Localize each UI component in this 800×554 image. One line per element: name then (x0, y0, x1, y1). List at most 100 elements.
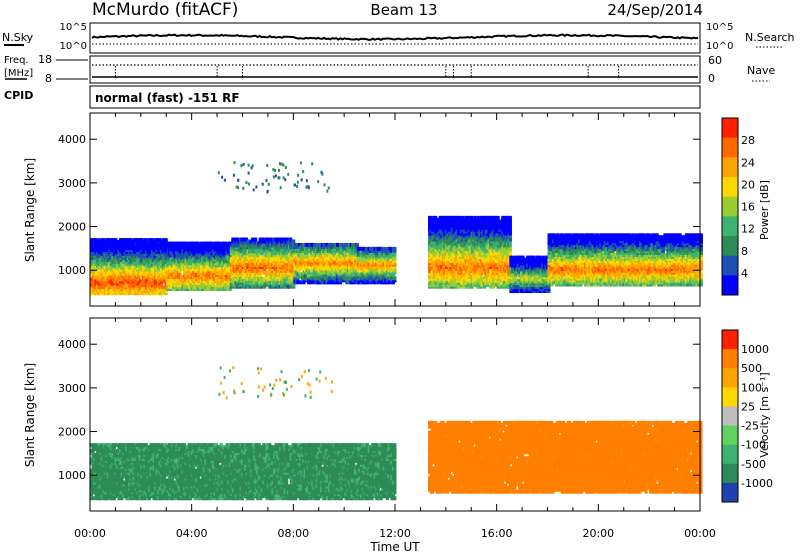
power-cell (252, 237, 256, 242)
power-cell (277, 255, 281, 260)
power-cell (472, 276, 476, 281)
power-cell (475, 265, 479, 270)
power-cell (487, 219, 491, 224)
power-cell (161, 289, 165, 294)
power-cell (272, 274, 276, 279)
power-cell (329, 242, 333, 247)
power-cell (215, 267, 219, 272)
power-cell (167, 261, 171, 266)
power-cell (207, 265, 211, 270)
power-cell (164, 255, 168, 260)
power-cell (108, 269, 112, 274)
power-cell (198, 278, 202, 283)
power-cell (458, 263, 462, 268)
power-cell (170, 278, 174, 283)
power-cell (460, 266, 464, 271)
power-cell (293, 254, 297, 259)
power-cell (326, 278, 330, 283)
power-cell (457, 257, 461, 262)
power-cell (299, 244, 303, 249)
power-cell (134, 283, 138, 288)
power-cell (343, 242, 347, 247)
power-cell (204, 267, 208, 272)
power-cell (429, 221, 433, 226)
power-cell (340, 242, 344, 247)
power-cell (193, 241, 197, 246)
power-cell (114, 246, 118, 251)
nsearch-label: N.Search (745, 31, 795, 44)
power-cell (100, 238, 104, 243)
power-cell (473, 215, 477, 220)
power-cell (167, 255, 171, 260)
power-cell (190, 259, 194, 264)
power-cell (202, 261, 206, 266)
power-cell (469, 231, 473, 236)
power-cell (208, 241, 212, 246)
power-cell (447, 215, 451, 220)
power-cell (102, 289, 106, 294)
power-cell (478, 266, 482, 271)
power-cell (227, 269, 231, 274)
power-cell (487, 215, 491, 220)
power-cell (232, 243, 236, 248)
power-cell (227, 241, 231, 246)
power-cell (473, 268, 477, 273)
power-cell (428, 274, 432, 279)
power-cell (328, 242, 332, 247)
power-cell (455, 215, 459, 220)
power-cell (109, 255, 113, 260)
power-cell (245, 255, 249, 260)
power-cell (91, 246, 95, 251)
power-cell (91, 269, 95, 274)
power-cell (382, 246, 386, 251)
power-cell (140, 255, 144, 260)
power-cell (151, 277, 154, 282)
power-cell (227, 257, 231, 262)
power-cell (336, 252, 340, 257)
power-cell (342, 252, 346, 257)
power-cell (255, 284, 259, 289)
power-cell (370, 246, 374, 251)
power-cell (94, 265, 98, 270)
power-cell (450, 215, 454, 220)
power-cell (393, 256, 397, 261)
power-cell (216, 261, 220, 266)
power-cell (225, 243, 229, 248)
power-cell (195, 245, 199, 250)
power-cell (345, 256, 349, 261)
power-cell (481, 276, 485, 281)
power-cell (435, 229, 439, 234)
power-cell (207, 271, 211, 276)
power-cell (143, 289, 147, 294)
power-cell (164, 238, 168, 243)
power-cell (123, 289, 127, 294)
power-cell (434, 270, 438, 275)
power-cell (132, 265, 136, 270)
power-cell (169, 275, 173, 280)
power-cell (225, 259, 229, 264)
power-cell (117, 240, 121, 245)
power-cell (364, 278, 368, 283)
power-cell (287, 270, 291, 275)
power-cell (362, 274, 366, 279)
power-cell (106, 257, 110, 262)
power-cell (178, 245, 182, 250)
power-cell (112, 251, 116, 256)
power-cell (181, 241, 185, 246)
power-cell (117, 285, 121, 290)
power-cell (393, 246, 397, 251)
power-cell (138, 279, 142, 284)
power-cell (482, 282, 486, 287)
power-cell (186, 273, 190, 278)
power-cell (297, 268, 301, 273)
power-cell (469, 274, 473, 279)
power-cell (361, 262, 365, 267)
power-cell (184, 259, 188, 264)
power-cell (118, 244, 122, 249)
power-cell (263, 243, 267, 248)
power-cell (152, 240, 156, 245)
power-cell (111, 255, 115, 260)
power-cell (270, 237, 274, 242)
power-cell (362, 270, 366, 275)
power-cell (210, 241, 214, 246)
